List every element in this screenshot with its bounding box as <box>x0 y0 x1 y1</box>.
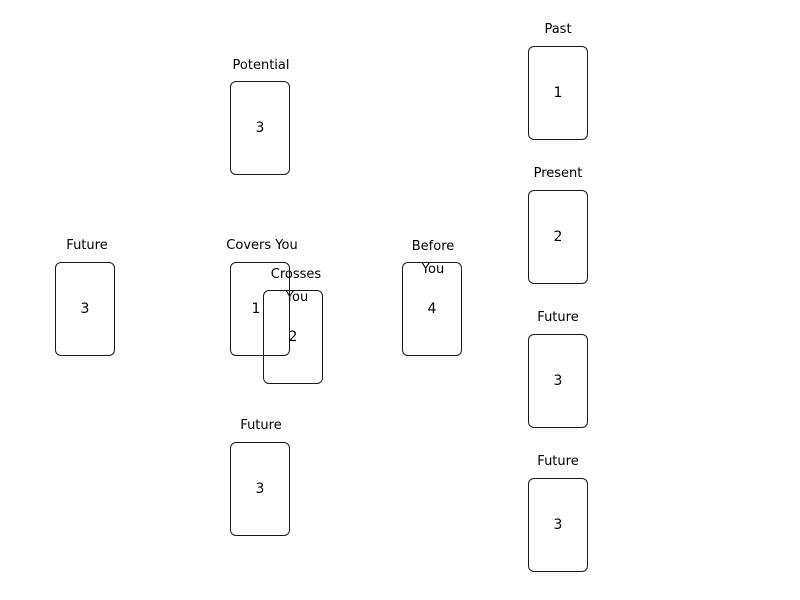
card-future-left[interactable]: 3 <box>55 262 115 356</box>
label-future-bottom: Future <box>240 418 282 433</box>
card-past-number: 1 <box>553 85 563 101</box>
label-before-you-line1: Before <box>411 239 455 254</box>
label-crosses-you-line2: You <box>285 290 309 305</box>
label-potential: Potential <box>232 58 290 73</box>
card-future-right-2-number: 3 <box>553 517 563 533</box>
card-future-left-number: 3 <box>80 301 90 317</box>
card-future-right-1[interactable]: 3 <box>528 334 588 428</box>
label-past: Past <box>544 22 572 37</box>
label-future-right-2: Future <box>537 454 579 469</box>
card-covers-you[interactable]: 1 <box>230 262 290 356</box>
card-past[interactable]: 1 <box>528 46 588 140</box>
card-potential-number: 3 <box>255 120 265 136</box>
card-covers-you-number: 1 <box>251 301 261 317</box>
card-future-bottom-number: 3 <box>255 481 265 497</box>
card-potential[interactable]: 3 <box>230 81 290 175</box>
card-future-right-1-number: 3 <box>553 373 563 389</box>
card-present[interactable]: 2 <box>528 190 588 284</box>
card-before-you-number: 4 <box>427 301 437 317</box>
card-crosses-you[interactable]: 2 <box>263 290 323 384</box>
label-covers-you: Covers You <box>226 238 298 253</box>
card-future-right-2[interactable]: 3 <box>528 478 588 572</box>
card-crosses-you-number: 2 <box>288 329 298 345</box>
card-before-you[interactable]: 4 <box>402 262 462 356</box>
label-future-right-1: Future <box>537 310 579 325</box>
card-future-bottom[interactable]: 3 <box>230 442 290 536</box>
label-present: Present <box>533 166 583 181</box>
label-crosses-you-line1: Crosses <box>270 267 322 282</box>
label-future-left: Future <box>66 238 108 253</box>
card-present-number: 2 <box>553 229 563 245</box>
label-before-you-line2: You <box>421 262 445 277</box>
